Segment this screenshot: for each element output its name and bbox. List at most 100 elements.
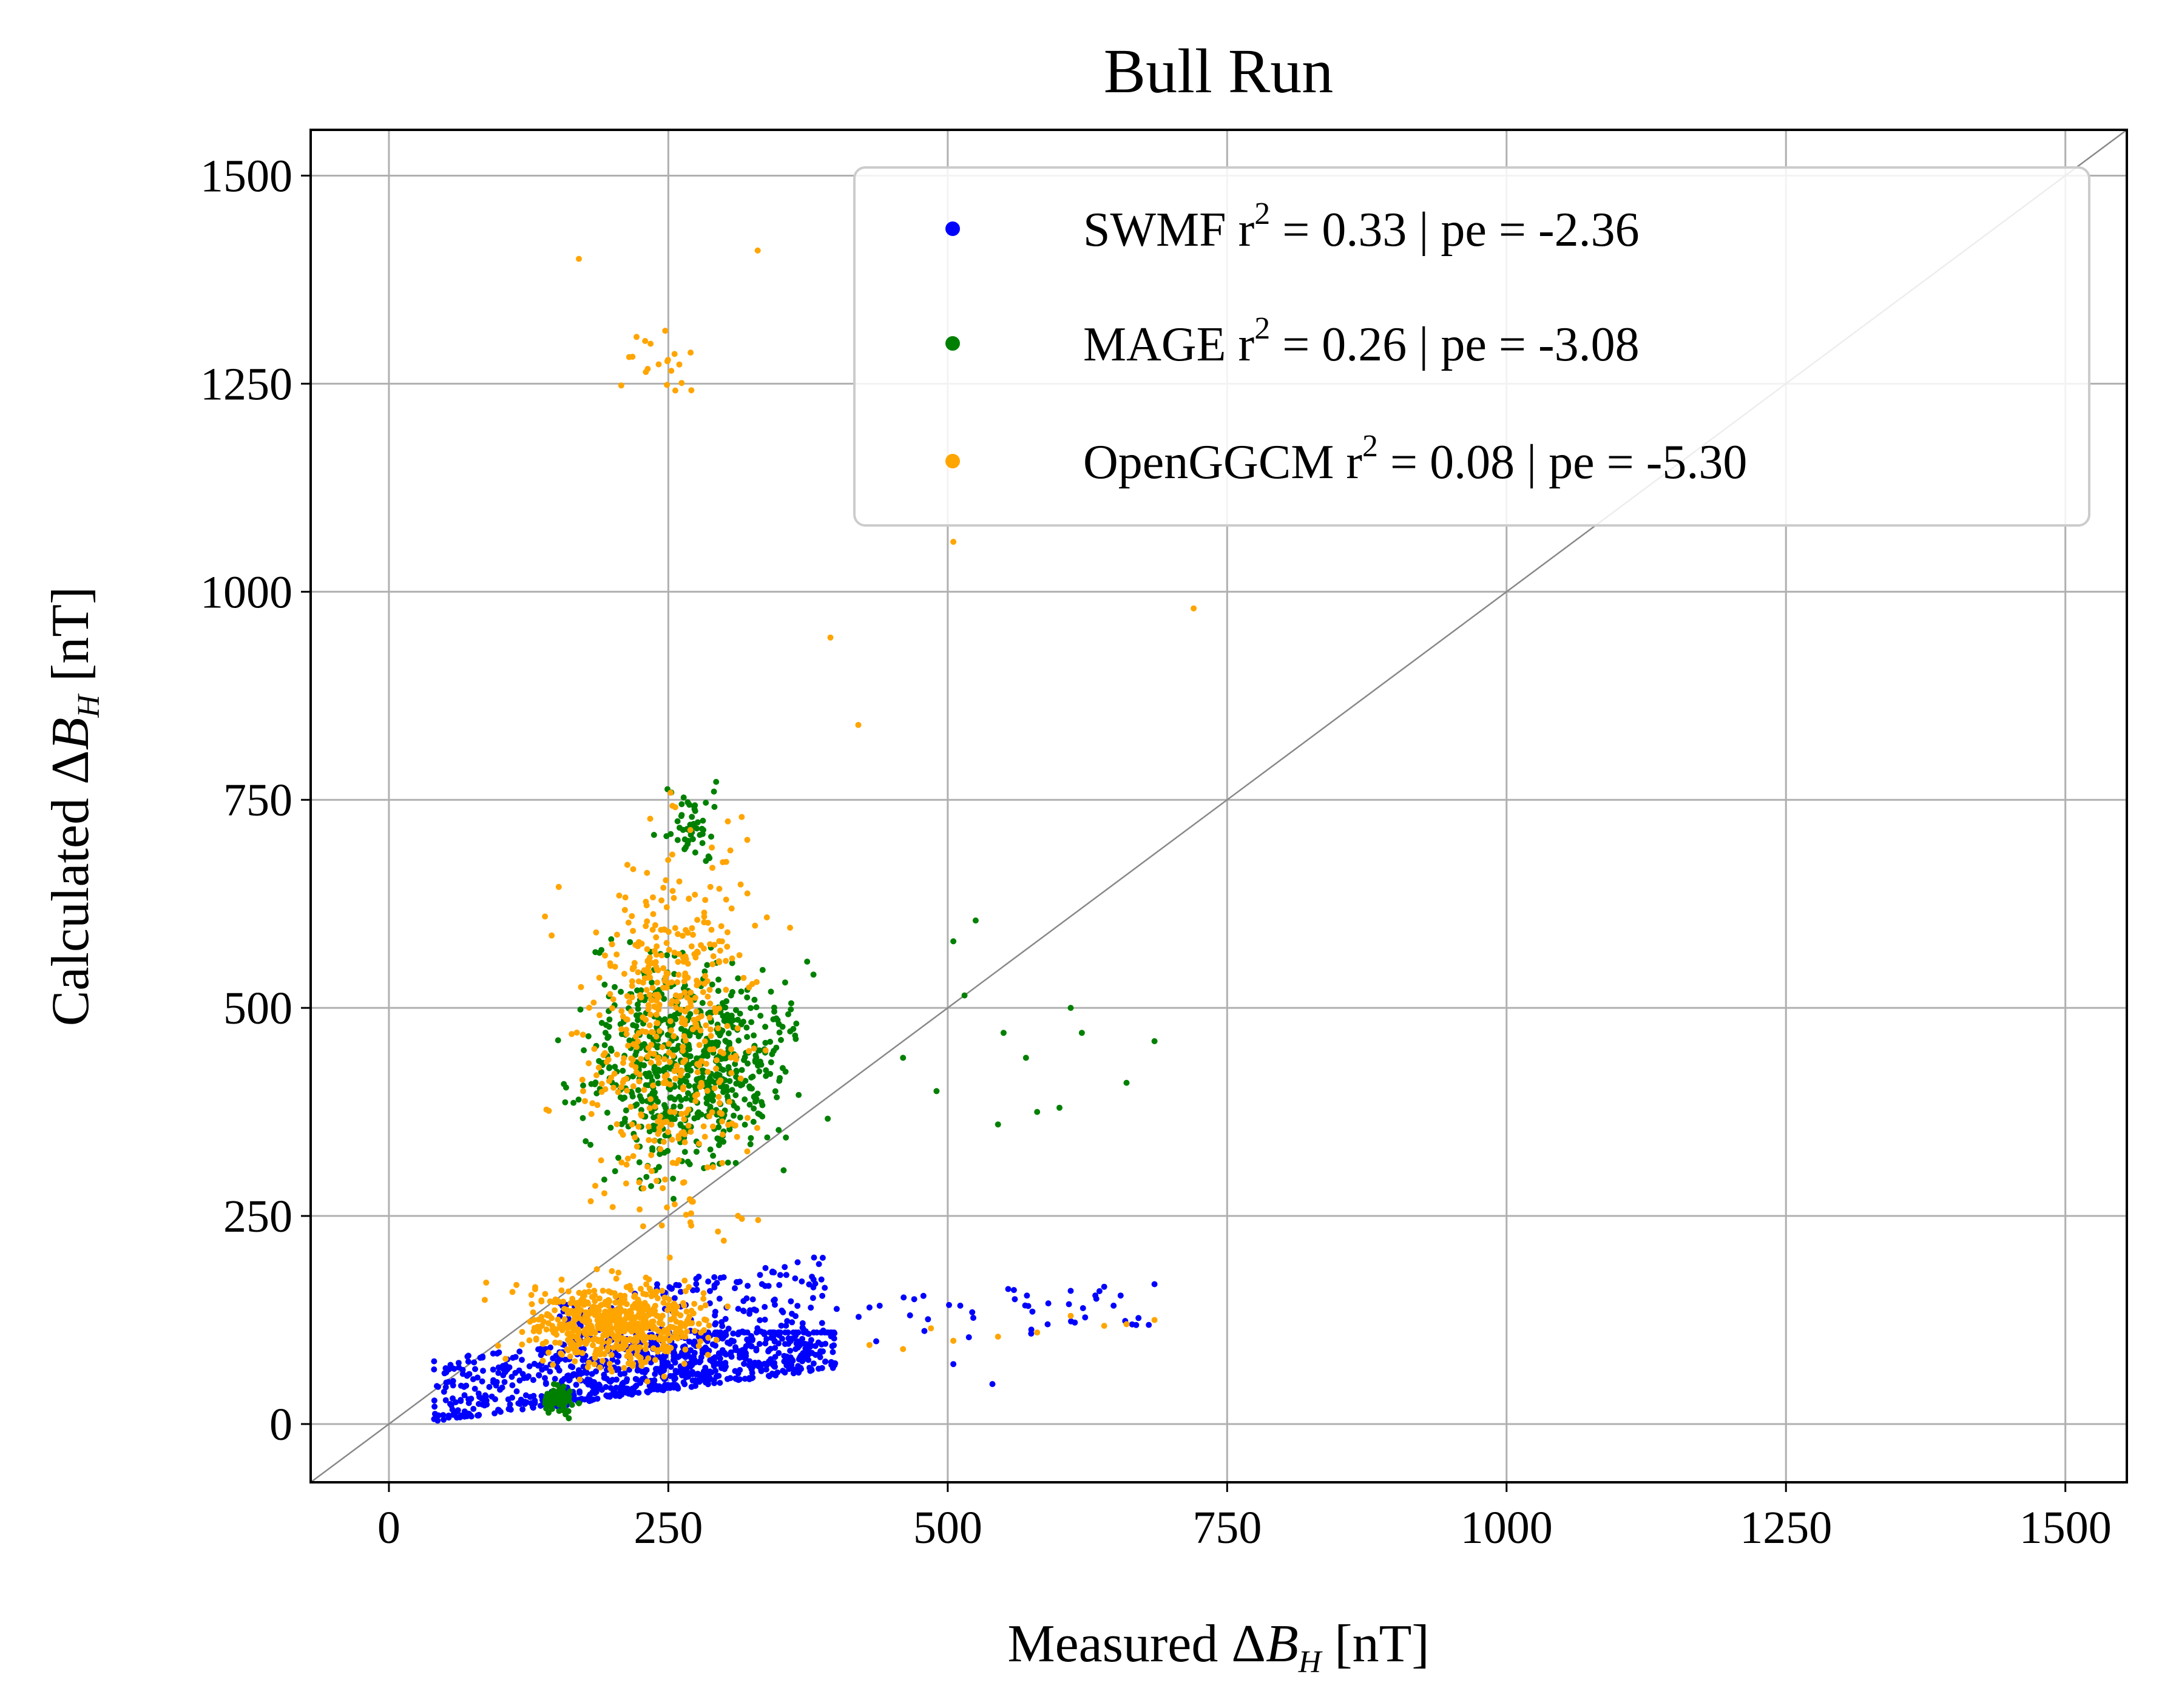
data-point [675,931,681,937]
data-point [748,1019,755,1025]
data-point [618,1008,625,1014]
data-point [710,1152,717,1159]
data-point [732,1344,738,1351]
data-point [777,1272,783,1278]
data-point [782,1369,788,1376]
data-point [680,933,686,939]
data-point [1029,1308,1036,1315]
data-point [768,1334,775,1341]
data-point [654,1288,660,1295]
data-point [674,998,680,1005]
data-point [995,1334,1001,1340]
data-point [450,1382,456,1389]
data-point [527,1318,533,1325]
data-point [1133,1322,1140,1328]
data-point [629,1093,636,1100]
data-point [583,1309,589,1315]
data-point [499,1363,506,1369]
data-point [694,1069,701,1076]
data-point [606,1288,612,1295]
data-point [531,1360,538,1367]
data-point [674,979,681,985]
data-point [549,1406,555,1413]
data-point [796,1092,802,1098]
data-point [597,1349,604,1355]
data-point [586,1282,592,1289]
data-point [607,1124,614,1131]
data-point [605,1033,612,1040]
data-point [768,1329,775,1336]
data-point [1005,1286,1012,1292]
data-point [643,923,649,930]
data-point [470,1406,477,1412]
data-point [725,1030,732,1037]
data-point [688,989,694,996]
data-point [461,1408,468,1415]
data-point [602,1086,609,1093]
data-point [598,1081,605,1087]
data-point [555,1037,561,1044]
data-point [593,1072,600,1079]
data-point [724,929,731,936]
data-point [763,914,770,920]
data-point [661,1149,667,1156]
data-point [603,1332,610,1338]
data-point [756,1341,763,1347]
data-point [596,1012,603,1019]
data-point [542,1291,549,1297]
data-point [734,1016,741,1023]
data-point [706,1009,713,1016]
data-point [542,913,549,920]
data-point [715,1142,722,1149]
data-point [700,826,706,833]
data-point [717,1355,723,1362]
data-point [516,1348,523,1355]
data-point [501,1369,508,1376]
data-point [704,1068,711,1075]
data-point [633,1012,640,1019]
data-point [1092,1292,1099,1299]
data-point [586,1398,593,1405]
data-point [686,1046,692,1053]
data-point [442,1397,449,1403]
data-point [795,1365,802,1371]
data-point [531,1325,538,1331]
data-point [573,1382,579,1388]
data-point [673,992,679,999]
data-point [737,1376,743,1383]
data-point [672,387,678,394]
data-point [606,1065,612,1072]
data-point [715,1093,722,1100]
data-point [698,1058,705,1064]
data-point [646,1285,653,1292]
data-point [722,1360,729,1366]
data-point [664,357,671,363]
data-point [593,1266,600,1272]
data-point [586,1289,592,1295]
data-point [697,1338,704,1345]
data-point [819,1320,825,1326]
data-point [680,1379,687,1386]
data-point [740,974,747,981]
data-point [717,1110,723,1116]
data-point [746,1048,752,1055]
data-point [636,1078,643,1085]
data-point [693,1149,700,1155]
data-point [744,837,751,843]
data-point [709,865,715,871]
data-point [645,964,652,970]
data-point [920,1292,927,1299]
chart-title: Bull Run [1104,36,1334,106]
data-point [647,340,654,347]
data-point [732,1092,739,1098]
data-point [649,979,655,986]
data-point [654,979,661,986]
data-point [587,1141,593,1148]
data-point [708,927,715,933]
data-point [773,1044,780,1051]
data-point [645,1123,652,1130]
data-point [767,1039,774,1045]
data-point [707,1146,714,1153]
data-point [579,1294,586,1300]
data-point [579,1031,586,1038]
